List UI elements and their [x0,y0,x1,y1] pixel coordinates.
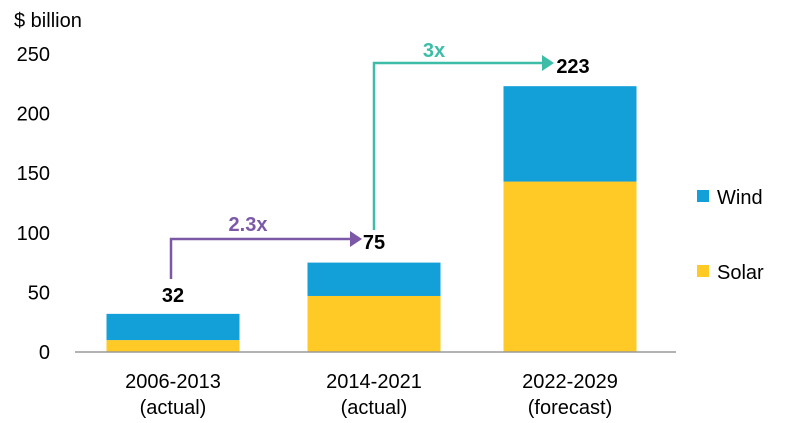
growth-arrow-line [169,237,350,279]
growth-arrows: 2.3x 3x [169,40,554,279]
y-axis-ticks: 250 200 150 100 50 0 [17,44,50,364]
growth-multiplier-label: 3x [423,40,445,62]
bar-wind [106,313,240,341]
y-tick-label: 0 [39,342,50,364]
bar-wind [307,262,441,296]
bar-solar [106,340,240,352]
bar-totals: 32 75 223 [162,56,590,307]
y-tick-label: 100 [17,223,50,245]
y-tick-label: 50 [28,282,50,304]
bars [106,86,637,352]
arrowhead-icon [542,55,554,71]
legend-swatch-wind [697,190,709,202]
arrowhead-icon [350,231,362,247]
x-category-label: 2022-2029 (forecast) [522,371,618,419]
y-tick-label: 250 [17,44,50,66]
x-category-label: 2006-2013 (actual) [125,371,221,419]
bar-wind [503,86,637,182]
legend-swatch-solar [697,265,709,277]
x-axis-categories: 2006-2013 (actual) 2014-2021 (actual) 2022-2… [125,371,618,419]
y-tick-label: 200 [17,104,50,126]
bar-solar [503,181,637,352]
bar-total-label: 32 [162,285,184,307]
growth-multiplier-label: 2.3x [229,214,268,236]
bar-solar [307,295,441,352]
y-unit-label: $ billion [14,10,82,32]
legend: Wind Solar [697,187,764,284]
bar-total-label: 223 [556,56,589,78]
y-tick-label: 150 [17,163,50,185]
bar-total-label: 75 [363,232,385,254]
legend-label-wind: Wind [717,187,763,209]
growth-arrow-line [372,61,542,230]
x-category-label: 2014-2021 (actual) [326,371,422,419]
legend-label-solar: Solar [717,262,764,284]
